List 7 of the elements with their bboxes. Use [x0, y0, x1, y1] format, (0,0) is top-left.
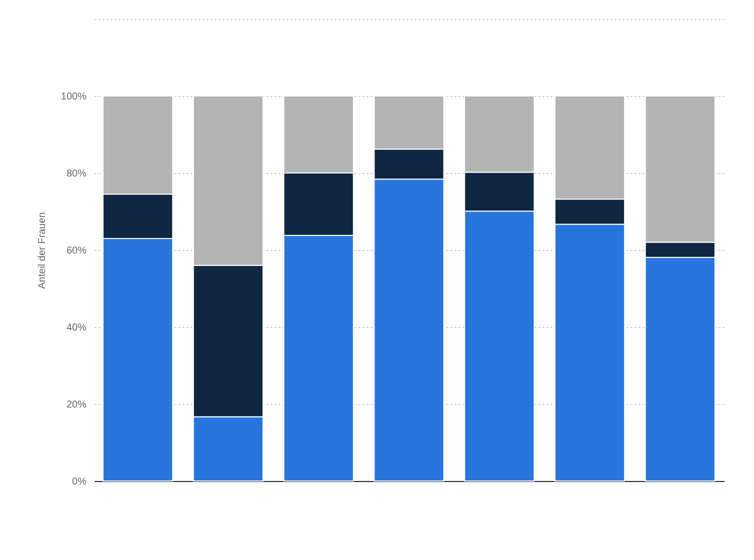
y-tick-label: 0%: [72, 476, 87, 488]
y-tick-label: 100%: [60, 92, 87, 102]
y-tick-label: 80%: [66, 168, 87, 180]
y-axis-title: Anteil der Frauen: [36, 212, 48, 289]
y-tick-label: 20%: [66, 400, 87, 410]
y-tick-label: 60%: [66, 246, 87, 256]
y-tick-label: 40%: [66, 322, 87, 334]
